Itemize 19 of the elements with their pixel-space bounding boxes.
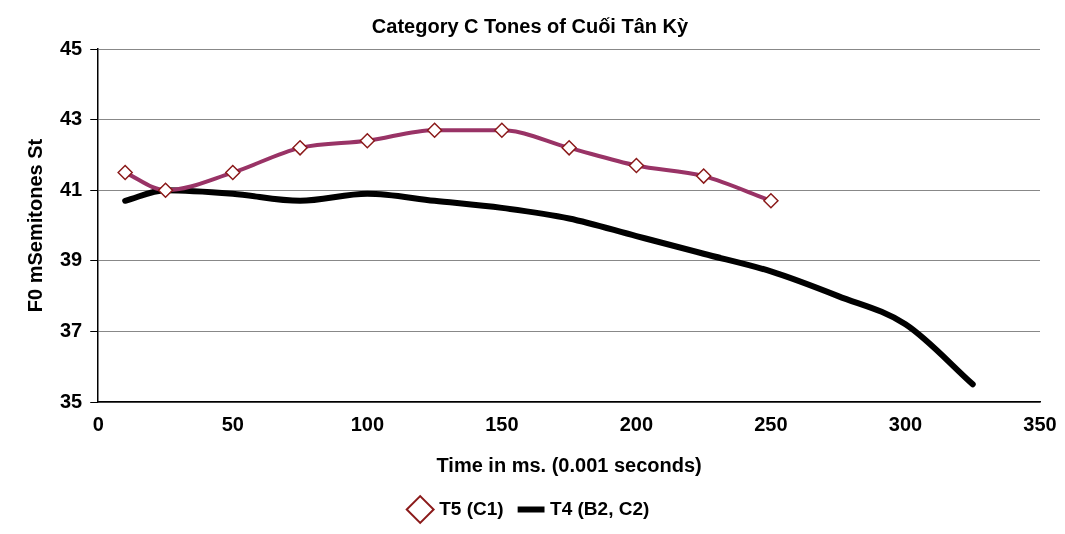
x-tick-label: 200 [619, 412, 654, 435]
y-tick-label: 41 [60, 177, 83, 200]
x-tick-label: 250 [754, 412, 788, 435]
y-tick-label: 35 [60, 389, 83, 412]
chart-title: Category C Tones of Cuối Tân Kỳ [371, 14, 690, 37]
x-tick-label: 100 [350, 412, 385, 435]
x-tick-label: 350 [1023, 412, 1057, 435]
x-tick-label: 0 [92, 412, 104, 435]
x-axis-title: Time in ms. (0.001 seconds) [436, 453, 702, 476]
legend-label: T5 (C1) [439, 497, 504, 519]
x-tick-label: 50 [221, 412, 244, 435]
x-tick-label: 150 [485, 412, 519, 435]
x-tick-label: 300 [888, 412, 923, 435]
y-tick-label: 39 [60, 248, 83, 271]
y-tick-label: 37 [60, 318, 83, 341]
legend-label: T4 (B2, C2) [550, 497, 650, 519]
y-tick-label: 45 [60, 36, 83, 59]
y-axis-title: F0 mSemitones St [23, 138, 46, 313]
y-tick-label: 43 [60, 107, 83, 130]
